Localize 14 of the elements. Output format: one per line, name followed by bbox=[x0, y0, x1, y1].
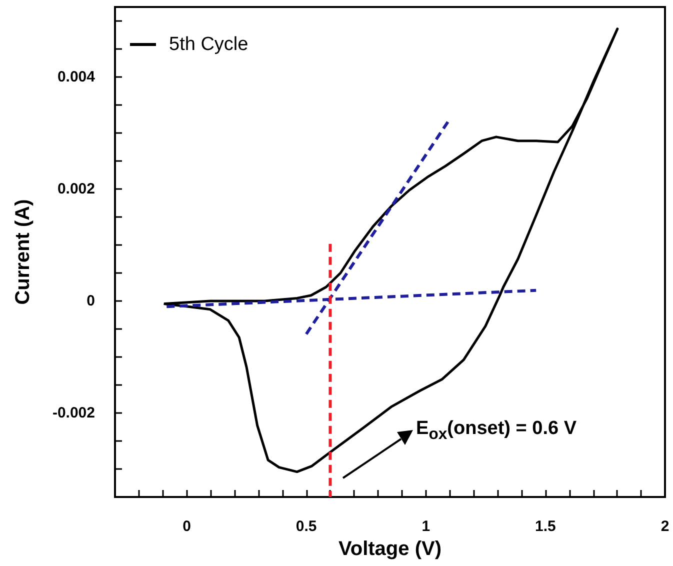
x-axis-title: Voltage (V) bbox=[338, 538, 442, 560]
line-series bbox=[162, 28, 619, 474]
annotation: E$_{ox}$(onset) = 0.6 V bbox=[416, 418, 577, 444]
y-tick-label: 0.002 bbox=[57, 180, 95, 198]
y-tick-label: 0 bbox=[86, 292, 95, 310]
x-tick-label: 2 bbox=[660, 518, 670, 535]
y-tick-label: 0.004 bbox=[57, 68, 96, 86]
legend-label: 5th Cycle bbox=[169, 34, 248, 55]
y-tick-label: -0.002 bbox=[52, 404, 95, 422]
x-tick-label: 1.5 bbox=[535, 518, 556, 535]
x-tick-label: 1 bbox=[422, 518, 430, 535]
x-tick-label: 0.5 bbox=[296, 518, 317, 535]
x-tick-label: 0 bbox=[182, 518, 191, 535]
y-axis-title: Current (A) bbox=[12, 199, 34, 305]
